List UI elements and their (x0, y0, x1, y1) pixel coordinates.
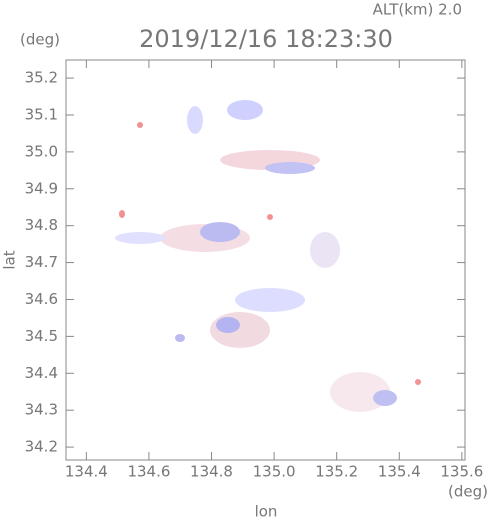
x-tick-label: 135.4 (378, 463, 421, 481)
echo (137, 122, 143, 128)
echo (310, 232, 340, 268)
chart-title: 2019/12/16 18:23:30 (139, 25, 393, 53)
echo (115, 232, 165, 244)
echo (200, 222, 240, 242)
plot-frame (65, 59, 466, 461)
echo (235, 288, 305, 312)
x-axis-label: lon (255, 503, 278, 521)
y-axis-label: lat (1, 250, 19, 269)
y-tick-label: 35.1 (25, 105, 58, 123)
y-tick-label: 35.2 (25, 69, 58, 87)
y-tick-label: 34.8 (25, 216, 58, 234)
echo (216, 317, 240, 333)
echo (175, 334, 185, 342)
echo (415, 379, 421, 385)
x-tick-label: 134.6 (127, 463, 170, 481)
y-tick-label: 34.5 (25, 327, 58, 345)
echo (187, 106, 203, 134)
y-tick-label: 34.6 (25, 290, 58, 308)
echo (373, 390, 397, 406)
echo (227, 100, 263, 120)
altitude-label: ALT(km) 2.0 (373, 1, 462, 19)
y-tick-label: 34.3 (25, 401, 58, 419)
y-tick-label: 34.2 (25, 438, 58, 456)
x-tick-label: 135.0 (253, 463, 296, 481)
y-tick-label: 34.7 (25, 253, 58, 271)
y-tick-label: 35.0 (25, 142, 58, 160)
y-unit: (deg) (20, 31, 60, 49)
y-tick-label: 34.4 (25, 364, 58, 382)
x-tick-label: 134.4 (65, 463, 108, 481)
echoes (115, 100, 421, 412)
x-tick-label: 135.2 (315, 463, 358, 481)
x-unit: (deg) (448, 483, 488, 501)
x-tick-label: 134.8 (190, 463, 233, 481)
echo (119, 210, 125, 218)
echo (267, 214, 273, 220)
x-tick-label: 135.6 (440, 463, 483, 481)
y-tick-label: 34.9 (25, 179, 58, 197)
echo (265, 162, 315, 174)
